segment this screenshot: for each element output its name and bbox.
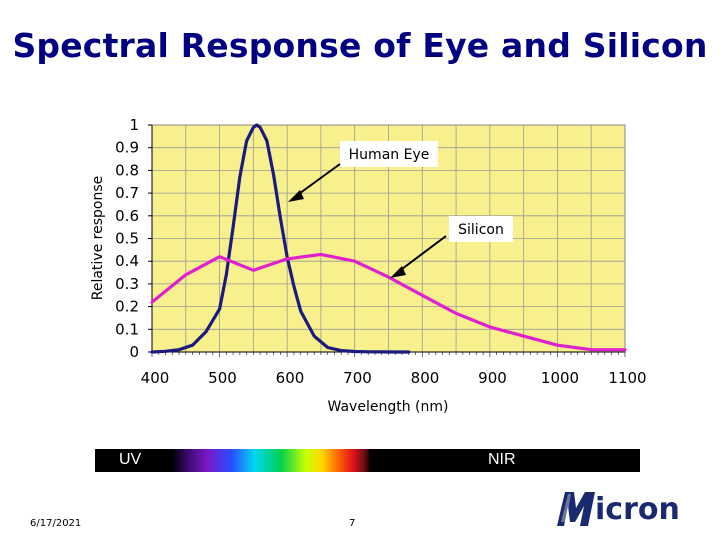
- visible-spectrum-gradient: [172, 449, 369, 472]
- y-tick-label: 0.2: [115, 298, 139, 316]
- x-tick-label: 900: [478, 369, 507, 387]
- y-tick-label: 0.1: [115, 320, 139, 338]
- y-tick-labels: 0 0.1 0.2 0.3 0.4 0.5 0.6 0.7 0.8 0.9 1: [115, 116, 152, 361]
- y-axis-label: Relative response: [90, 176, 106, 301]
- y-tick-label: 0.7: [115, 184, 139, 202]
- x-tick-label: 700: [343, 369, 372, 387]
- human-eye-label: Human Eye: [349, 147, 430, 163]
- human-eye-line: [150, 123, 411, 354]
- y-tick-label: 0.6: [115, 207, 139, 225]
- x-tick-labels: 400 500 600 700 800 900 1000 1100: [141, 369, 647, 387]
- human-eye-label-box: [340, 141, 438, 167]
- silicon-label-box: [449, 216, 513, 242]
- micron-logo-wordmark: icron: [595, 492, 680, 527]
- micron-logo-mark: [557, 492, 595, 526]
- nir-label: NIR: [488, 451, 516, 468]
- micron-logo: icron: [557, 492, 680, 527]
- y-tick-label: 0.3: [115, 275, 139, 293]
- human-eye-arrow: [295, 163, 341, 197]
- silicon-arrow-head: [390, 266, 406, 278]
- slide-title: Spectral Response of Eye and Silicon: [12, 26, 708, 65]
- y-tick-label: 1: [129, 116, 139, 134]
- x-tick-label: 1000: [541, 369, 579, 387]
- x-tick-label: 400: [141, 369, 170, 387]
- x-tick-label: 1100: [608, 369, 646, 387]
- human-eye-arrow-head: [288, 190, 304, 202]
- uv-label: UV: [119, 451, 142, 468]
- spectrum-band: UV NIR: [95, 449, 640, 472]
- page-number: 7: [349, 518, 356, 529]
- silicon-line: [150, 252, 627, 352]
- series-group: [150, 123, 627, 354]
- x-tick-label: 500: [208, 369, 237, 387]
- silicon-label: Silicon: [458, 222, 504, 238]
- x-tick-label: 600: [276, 369, 305, 387]
- silicon-arrow: [397, 235, 447, 273]
- y-tick-label: 0.9: [115, 139, 139, 157]
- x-axis-label: Wavelength (nm): [328, 399, 449, 415]
- silicon-annotation: Silicon: [390, 216, 513, 278]
- y-tick-label: 0.8: [115, 161, 139, 179]
- footer-date: 6/17/2021: [30, 518, 82, 529]
- y-tick-label: 0: [129, 343, 139, 361]
- y-tick-label: 0.4: [115, 252, 139, 270]
- x-tick-label: 800: [411, 369, 440, 387]
- human-eye-annotation: Human Eye: [288, 141, 438, 202]
- y-tick-label: 0.5: [115, 230, 139, 248]
